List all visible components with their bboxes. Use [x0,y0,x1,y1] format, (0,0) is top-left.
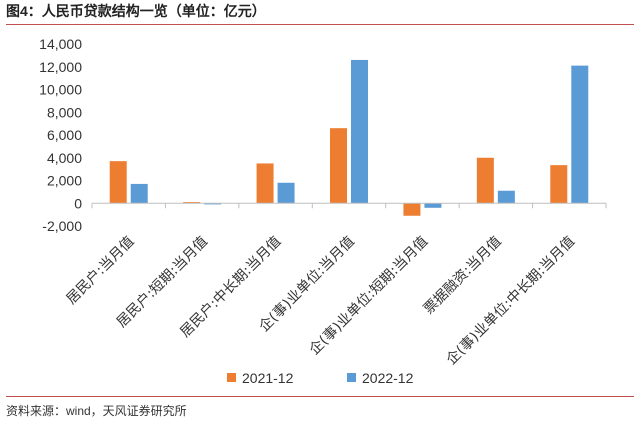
category-label: 企(事)业单位:短期:当月值 [306,233,431,358]
legend: 2021-12 2022-12 [227,370,414,386]
category-label: 居民户:当月值 [63,233,138,308]
y-tick-label: 14,000 [39,36,82,52]
y-tick-label: 4,000 [47,150,82,166]
category-labels: 居民户:当月值居民户:短期:当月值居民户:中长期:当月值企(事)业单位:当月值企… [63,233,578,368]
y-tick-label: 0 [74,195,82,211]
bar-2022-12-3 [351,59,368,204]
y-axis-ticks: -2,000 0 2,000 4,000 6,000 8,000 10,000 12,000 1… [39,36,82,234]
y-tick-label: 12,000 [39,59,82,75]
category-label: 票据融资:当月值 [421,234,505,318]
bar-2022-12-5 [497,190,515,204]
bar-2022-12-0 [130,183,148,204]
legend-label: 2022-12 [362,370,414,386]
bar-2021-12-2 [256,163,274,204]
bar-2021-12-3 [330,128,347,204]
bar-2022-12-2 [277,182,295,204]
title-divider [6,24,634,25]
figure-title: 图4：人民币贷款结构一览（单位：亿元） [6,3,266,19]
legend-label: 2021-12 [242,370,294,386]
bar-2022-12-4 [424,203,442,208]
legend-swatch-2021-12 [227,373,236,382]
y-tick-label: -2,000 [42,218,82,234]
bar-2021-12-4 [403,203,421,216]
bars [109,59,589,216]
bar-2022-12-1 [204,203,222,205]
y-tick-label: 8,000 [47,104,82,120]
bar-2021-12-0 [109,161,127,204]
bar-chart: -2,000 0 2,000 4,000 6,000 8,000 10,000 12,000 1… [39,36,607,386]
source-note: 资料来源：wind，天风证券研究所 [6,404,187,418]
bar-2021-12-1 [183,202,201,204]
category-label: 企(事)业单位:中长期:当月值 [443,233,578,368]
x-axis-tick-marks [91,203,607,209]
legend-swatch-2022-12 [347,373,356,382]
y-tick-label: 10,000 [39,82,82,98]
y-tick-label: 6,000 [47,127,82,143]
source-divider [6,396,634,397]
bar-2022-12-6 [571,65,589,204]
bar-2021-12-5 [476,157,494,204]
y-tick-label: 2,000 [47,173,82,189]
bar-2021-12-6 [550,165,568,204]
